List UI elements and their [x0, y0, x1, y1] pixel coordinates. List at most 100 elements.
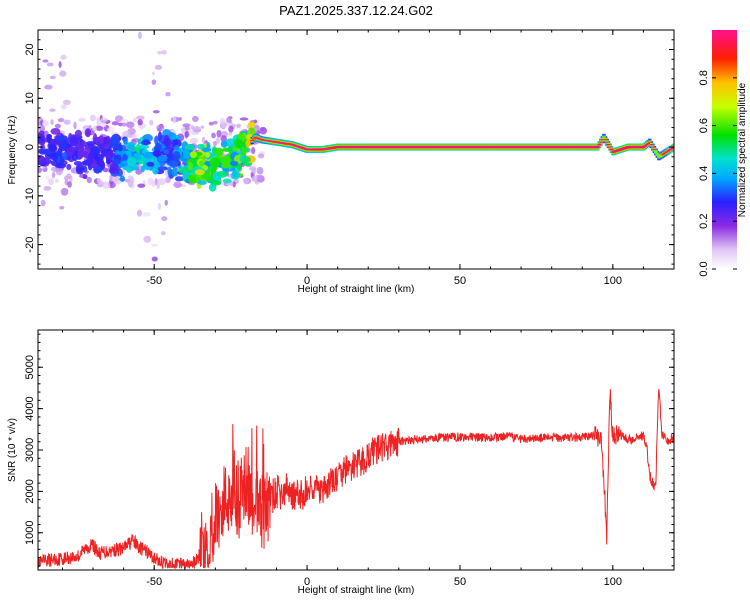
colorbar-label: Normalized spectral amplitude: [737, 82, 748, 217]
heatmap-ridge-cell: [243, 156, 251, 163]
heatmap-ridge-cell: [209, 157, 221, 168]
heatmap-band-cell: [602, 136, 606, 139]
heatmap-ridge-cell: [98, 135, 104, 145]
heatmap-ridge-cell: [177, 167, 188, 174]
heatmap-band-cell: [649, 143, 654, 146]
heatmap-noise-cell: [100, 117, 108, 123]
heatmap-noise-cell: [63, 119, 71, 125]
heatmap-noise-cell: [126, 121, 135, 129]
heatmap-ridge-cell: [91, 146, 101, 154]
spectrogram-y-tick-label: 0: [24, 144, 36, 150]
heatmap-noise-cell: [260, 126, 266, 131]
heatmap-noise-cell: [184, 130, 190, 138]
heatmap-ridge-cell: [222, 178, 232, 184]
heatmap-ridge-cell: [152, 165, 159, 175]
heatmap-noise-cell: [92, 126, 97, 132]
heatmap-ridge-cell: [55, 136, 66, 141]
spectrogram-y-axis-label: Frequency (Hz): [7, 116, 18, 185]
heatmap-ridge-cell: [221, 161, 233, 169]
heatmap-band-cell: [250, 139, 255, 142]
spectrogram-x-tick-label: 100: [604, 275, 622, 287]
heatmap-ridge-cell: [46, 133, 52, 144]
heatmap-band-cell: [646, 142, 651, 145]
heatmap-noise-cell: [184, 125, 190, 131]
heatmap-noise-cell: [172, 116, 177, 124]
heatmap-noise-cell: [67, 181, 72, 188]
heatmap-ridge-cell: [140, 140, 152, 145]
heatmap-noise-cell: [133, 117, 137, 123]
heatmap-ridge-cell: [113, 158, 122, 165]
heatmap-ridge-cell: [78, 144, 84, 151]
heatmap-band-cell: [664, 151, 669, 153]
heatmap-noise-cell: [73, 121, 77, 130]
colorbar-ticks: 0.0 0.2 0.4 0.6 0.8: [698, 70, 737, 277]
heatmap-noise-cell: [228, 132, 233, 136]
snr-background: [38, 330, 674, 570]
heatmap-band-cell: [652, 148, 657, 151]
heatmap-ridge-cell: [216, 170, 228, 178]
spectrogram-y-tick-label: -10: [24, 188, 36, 204]
snr-x-axis-label: Height of straight line (km): [298, 585, 415, 596]
heatmap-noise-cell: [51, 172, 56, 179]
heatmap-noise-cell: [143, 235, 152, 243]
spectrogram-x-tick-label: 50: [454, 275, 466, 287]
heatmap-ridge-cell: [127, 153, 133, 159]
snr-y-tick-label: 2000: [24, 479, 36, 503]
spectrogram-y-tick-label: -20: [24, 237, 36, 253]
heatmap-noise-cell: [60, 187, 69, 196]
heatmap-noise-cell: [251, 146, 256, 155]
heatmap-ridge-cell: [241, 146, 247, 157]
heatmap-ridge-cell: [206, 142, 211, 152]
heatmap-noise-cell: [54, 123, 61, 129]
heatmap-ridge-cell: [99, 158, 104, 166]
heatmap-ridge-cell: [196, 143, 205, 150]
heatmap-ridge-cell: [105, 159, 111, 165]
colorbar-tick-label: 0.2: [698, 214, 710, 229]
heatmap-band-cell: [599, 141, 603, 143]
heatmap-noise-cell: [221, 124, 227, 129]
heatmap-noise-cell: [88, 125, 92, 129]
heatmap-band-cell: [596, 146, 600, 148]
heatmap-ridge-cell: [183, 149, 191, 159]
heatmap-ridge-cell: [38, 154, 45, 161]
heatmap-ridge-cell: [163, 149, 170, 155]
colorbar-tick-label: 0.8: [698, 70, 710, 85]
heatmap-ridge-cell: [171, 167, 178, 177]
heatmap-noise-cell: [253, 119, 258, 124]
heatmap-ridge-cell: [199, 160, 205, 167]
heatmap-noise-cell: [208, 121, 214, 126]
heatmap-noise-cell: [219, 117, 226, 126]
heatmap-noise-cell: [211, 132, 216, 139]
heatmap-ridge-cell: [239, 155, 244, 162]
heatmap-ridge-cell: [174, 144, 180, 150]
heatmap-ridge-cell: [83, 150, 89, 158]
heatmap-noise-cell: [114, 115, 124, 122]
heatmap-ridge-cell: [126, 167, 133, 173]
heatmap-band-cell: [643, 145, 647, 147]
heatmap-noise-cell: [45, 175, 49, 180]
snr-series-line: [38, 388, 674, 570]
heatmap-noise-cell: [201, 136, 206, 144]
heatmap-ridge-cell: [105, 135, 111, 145]
snr-y-tick-label: 5000: [24, 355, 36, 379]
heatmap-ridge-cell: [157, 166, 169, 171]
heatmap-noise-cell: [58, 61, 62, 68]
heatmap-noise-cell: [161, 49, 167, 55]
heatmap-noise-cell: [226, 117, 232, 123]
heatmap-noise-cell: [135, 169, 143, 175]
heatmap-band-cell: [667, 149, 672, 151]
heatmap-band-cell: [608, 146, 612, 148]
heatmap-ridge-cell: [48, 143, 57, 152]
heatmap-noise-cell: [109, 174, 113, 180]
heatmap-ridge-cell: [65, 148, 72, 154]
heatmap-ridge-cell: [109, 166, 117, 172]
heatmap-band-cell: [606, 143, 611, 146]
heatmap-noise-cell: [136, 115, 145, 120]
heatmap-ridge-cell: [201, 173, 212, 182]
snr-x-ticks: -50 0 50 100: [61, 330, 675, 588]
heatmap-band-cell: [661, 153, 666, 155]
heatmap-ridge-cell: [142, 151, 154, 159]
snr-y-axis-label: SNR (10 * v/v): [7, 418, 18, 482]
heatmap-ridge-cell: [167, 166, 172, 176]
heatmap-ridge-cell: [71, 153, 79, 162]
